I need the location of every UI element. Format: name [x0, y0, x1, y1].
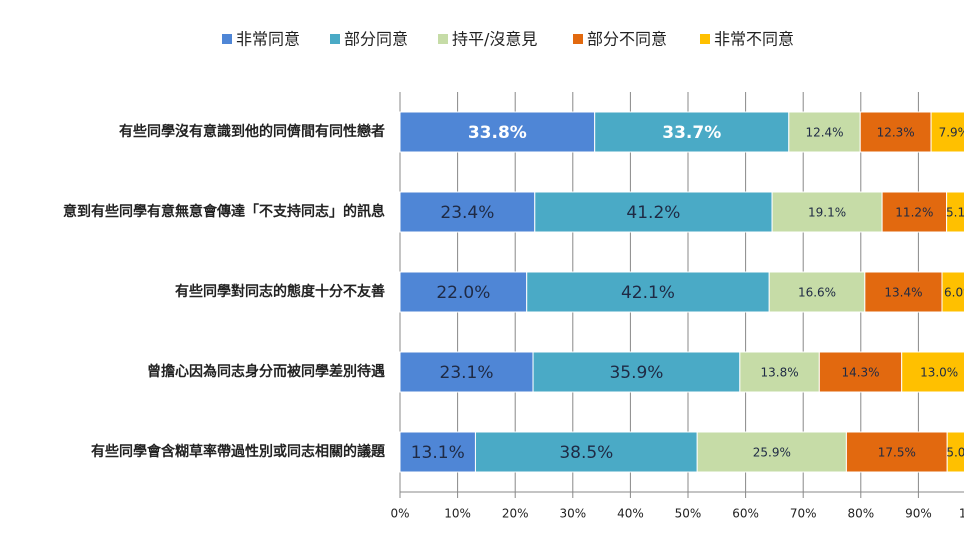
- value-label: 5.0%: [946, 446, 964, 460]
- x-tick-label: 10%: [444, 507, 471, 521]
- value-label: 17.5%: [878, 446, 916, 460]
- value-label: 6.0%: [944, 286, 964, 300]
- value-label: 23.4%: [440, 203, 494, 223]
- x-tick-label: 30%: [559, 507, 586, 521]
- category-label: 曾擔心因為同志身分而被同學差別待遇: [147, 363, 385, 380]
- x-tick-label: 0%: [390, 507, 409, 521]
- legend-label: 部分同意: [344, 30, 408, 49]
- value-label: 41.2%: [626, 203, 680, 223]
- bar-segment: [594, 111, 790, 153]
- bar-segment: [399, 351, 534, 393]
- value-label: 42.1%: [621, 283, 675, 303]
- value-label: 11.2%: [895, 206, 933, 220]
- x-tick-label: 90%: [905, 507, 932, 521]
- value-label: 23.1%: [440, 363, 494, 383]
- category-label: 意到有些同學有意無意會傳達「不支持同志」的訊息: [63, 203, 385, 220]
- x-tick-label: 70%: [790, 507, 817, 521]
- bar-segment: [771, 191, 883, 233]
- value-label: 22.0%: [436, 283, 490, 303]
- value-label: 12.4%: [805, 126, 843, 140]
- value-label: 33.7%: [662, 123, 721, 143]
- bar-segment: [930, 111, 964, 153]
- bar-segment: [534, 191, 773, 233]
- value-label: 33.8%: [468, 123, 527, 143]
- bar-segment: [859, 111, 932, 153]
- value-label: 13.1%: [411, 443, 465, 463]
- category-label: 有些同學沒有意識到他的同儕間有同性戀者: [119, 123, 385, 140]
- legend-swatch: [573, 34, 583, 44]
- bar-segment: [845, 431, 948, 473]
- legend-label: 部分不同意: [587, 30, 667, 49]
- x-tick-label: 20%: [502, 507, 529, 521]
- bar-segment: [946, 191, 964, 233]
- bar-segment: [399, 191, 536, 233]
- x-tick-label: 100%: [959, 507, 964, 521]
- x-tick-label: 60%: [732, 507, 759, 521]
- value-label: 38.5%: [559, 443, 613, 463]
- value-label: 14.3%: [841, 366, 879, 380]
- value-label: 16.6%: [798, 286, 836, 300]
- legend-label: 非常不同意: [714, 30, 794, 49]
- value-label: 13.0%: [920, 366, 958, 380]
- x-tick-label: 40%: [617, 507, 644, 521]
- legend-label: 非常同意: [236, 30, 300, 49]
- bar-segment: [696, 431, 847, 473]
- x-tick-label: 50%: [675, 507, 702, 521]
- value-label: 12.3%: [877, 126, 915, 140]
- value-label: 19.1%: [808, 206, 846, 220]
- legend-swatch: [222, 34, 232, 44]
- bar-segment: [881, 191, 948, 233]
- value-label: 25.9%: [753, 446, 791, 460]
- bar-segment: [399, 431, 476, 473]
- bar-segment: [399, 111, 596, 153]
- legend-swatch: [330, 34, 340, 44]
- value-label: 13.4%: [884, 286, 922, 300]
- legend-swatch: [700, 34, 710, 44]
- x-tick-label: 80%: [847, 507, 874, 521]
- bar-segment: [399, 271, 528, 313]
- value-label: 35.9%: [609, 363, 663, 383]
- legend-swatch: [438, 34, 448, 44]
- category-label: 有些同學會含糊草率帶過性別或同志相關的議題: [91, 443, 386, 460]
- bar-segment: [901, 351, 964, 393]
- value-label: 13.8%: [761, 366, 799, 380]
- value-label: 5.1%: [946, 206, 964, 220]
- bar-segment: [941, 271, 964, 313]
- category-label: 有些同學對同志的態度十分不友善: [175, 283, 385, 300]
- legend-label: 持平/沒意見: [452, 30, 537, 49]
- bar-segment: [532, 351, 741, 393]
- bar-segment: [946, 431, 964, 473]
- bar-segment: [739, 351, 820, 393]
- bar-segment: [768, 271, 866, 313]
- value-label: 7.9%: [939, 126, 964, 140]
- bar-segment: [474, 431, 698, 473]
